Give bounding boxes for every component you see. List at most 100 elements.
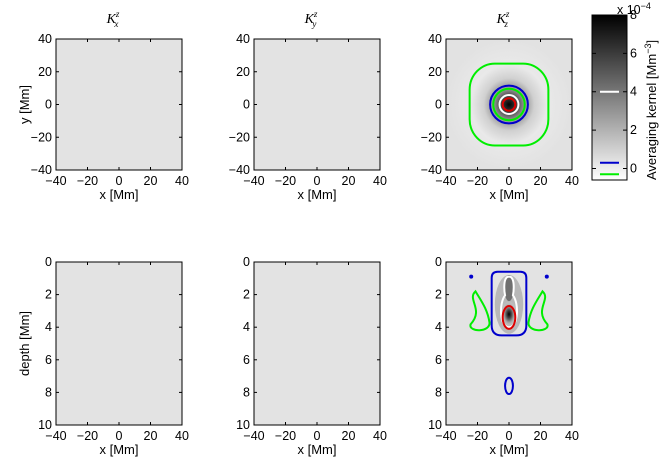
y-tick-label: −40 [229, 163, 250, 177]
x-tick-label: −40 [243, 174, 264, 188]
panel-5: −40 −20 0 20 40 0 2 4 6 8 10 x [Mm] [236, 255, 387, 457]
heatmap-background [56, 262, 182, 425]
x-tick-label: −20 [467, 429, 488, 443]
contour-line [500, 275, 518, 329]
x-tick-label: −20 [275, 174, 296, 188]
x-tick-label: 0 [314, 174, 321, 188]
x-tick-label: 40 [565, 429, 579, 443]
y-tick-label: 4 [243, 320, 250, 334]
x-tick-label: 0 [314, 429, 321, 443]
x-axis-label: x [Mm] [298, 187, 337, 202]
x-axis-label: x [Mm] [298, 442, 337, 457]
y-tick-label: 0 [45, 255, 52, 269]
panel-4: −40 −20 0 20 40 0 2 4 6 8 10 x [Mm] depth [Mm] [17, 255, 189, 457]
heatmap-background [254, 39, 380, 170]
contour-line [468, 62, 550, 147]
y-tick-label: 40 [38, 32, 52, 46]
y-tick-label: 6 [435, 353, 442, 367]
x-tick-label: −20 [77, 429, 98, 443]
colorbar-contour-marks [600, 90, 619, 176]
colorbar: 8 6 4 2 0 x 10−4 Averaging kernel [Mm−3] [591, 1, 659, 181]
x-tick-label: −40 [45, 174, 66, 188]
colorbar-label: Averaging kernel [Mm−3] [643, 40, 659, 180]
colorbar-tick-label: 4 [630, 85, 637, 99]
y-tick-label: 0 [45, 98, 52, 112]
heatmap-field [446, 39, 572, 170]
y-tick-label: 4 [435, 320, 442, 334]
x-tick-label: −40 [435, 429, 456, 443]
contour-line [501, 97, 517, 112]
x-tick-label: −40 [435, 174, 456, 188]
y-tick-label: −20 [31, 130, 52, 144]
y-tick-label: 0 [243, 98, 250, 112]
x-axis-label: x [Mm] [100, 187, 139, 202]
contour-line [504, 376, 514, 396]
colorbar-tick-label: 0 [630, 161, 637, 175]
y-tick-label: 2 [435, 288, 442, 302]
x-tick-label: 20 [144, 429, 158, 443]
y-tick-label: 4 [45, 320, 52, 334]
y-tick-label: −40 [421, 163, 442, 177]
panel-3: −40 −20 0 20 40 40 20 0 −20 −40 x [Mm] Kz z [421, 9, 579, 202]
y-tick-label: −40 [31, 163, 52, 177]
colorbar-tick-label: 6 [630, 46, 637, 60]
colorbar-ticks: 8 6 4 2 0 [592, 8, 637, 175]
y-tick-label: 8 [45, 385, 52, 399]
y-tick-label: 8 [243, 385, 250, 399]
x-tick-label: 20 [342, 174, 356, 188]
x-tick-label: 20 [534, 429, 548, 443]
x-tick-label: 40 [373, 174, 387, 188]
x-tick-label: 20 [534, 174, 548, 188]
y-tick-label: 10 [428, 418, 442, 432]
contour-line [490, 270, 528, 337]
x-tick-label: −40 [243, 429, 264, 443]
contour-line [469, 289, 491, 332]
x-tick-label: 20 [144, 174, 158, 188]
contour-dot [544, 274, 549, 279]
y-tick-label: 2 [45, 288, 52, 302]
colorbar-tick-label: 2 [630, 123, 637, 137]
y-tick-label: 8 [435, 385, 442, 399]
panel-2: −40 −20 0 20 40 40 20 0 −20 −40 x [Mm] Kz y [229, 9, 387, 202]
colorbar-exponent: x 10−4 [617, 1, 651, 17]
y-tick-label: 2 [243, 288, 250, 302]
y-tick-label: 0 [243, 255, 250, 269]
heatmap-background [254, 262, 380, 425]
x-tick-label: 0 [116, 174, 123, 188]
contour-dot [469, 274, 474, 279]
colorbar-tick-label: 8 [630, 8, 637, 22]
x-tick-label: 0 [116, 429, 123, 443]
y-tick-label: 6 [45, 353, 52, 367]
y-tick-label: 20 [428, 65, 442, 79]
x-axis-label: x [Mm] [490, 442, 529, 457]
y-axis-label: depth [Mm] [17, 311, 32, 376]
x-tick-label: 40 [373, 429, 387, 443]
panel-title: Kz z [496, 9, 510, 29]
y-tick-label: 40 [428, 32, 442, 46]
y-tick-label: 10 [236, 418, 250, 432]
contour-line [501, 305, 517, 330]
x-tick-label: −20 [77, 174, 98, 188]
colorbar-fill [591, 14, 628, 181]
x-tick-label: 40 [175, 429, 189, 443]
x-tick-label: 0 [506, 174, 513, 188]
y-tick-label: 10 [38, 418, 52, 432]
y-tick-label: 20 [236, 65, 250, 79]
heatmap-neck [504, 275, 514, 302]
contour-line [527, 289, 549, 332]
x-tick-label: 40 [565, 174, 579, 188]
y-axis-label: y [Mm] [17, 85, 32, 124]
x-tick-label: −20 [275, 429, 296, 443]
y-tick-label: 20 [38, 65, 52, 79]
x-axis-label: x [Mm] [100, 442, 139, 457]
x-tick-label: −40 [45, 429, 66, 443]
y-tick-label: 40 [236, 32, 250, 46]
contour-line [489, 84, 529, 125]
y-tick-label: 0 [435, 98, 442, 112]
contour-line [498, 94, 520, 115]
y-tick-label: −20 [229, 130, 250, 144]
y-tick-label: 6 [243, 353, 250, 367]
panel-1: −40 −20 0 20 40 40 20 0 −20 −40 x [Mm] y [Mm] Kz x [17, 9, 189, 202]
